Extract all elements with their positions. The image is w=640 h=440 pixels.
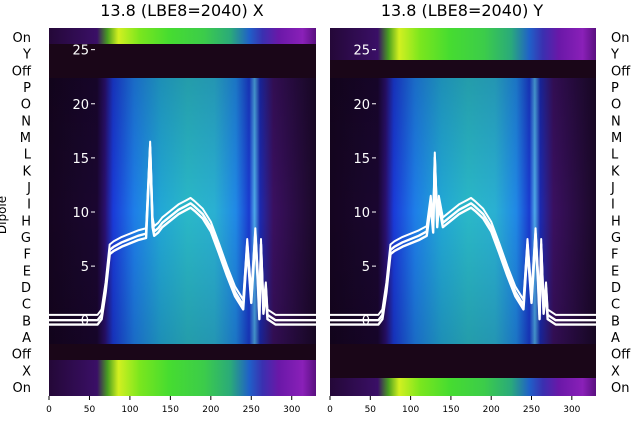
right-overlay-tick-label: 10 [353,206,370,221]
right-row-label: J [610,181,615,196]
right-row-label: M [611,131,622,146]
left-overlay-tick-label: 25 [72,44,89,59]
left-row-label: On [13,381,31,396]
right-x-tick-label: 50 [365,405,377,415]
left-heatmap-gap-top [49,44,316,78]
right-x-tick-label: 200 [483,405,500,415]
right-heatmap-band-bottom [330,378,596,396]
left-heatmap-gap-bottom [49,344,316,360]
right-row-label: F [611,248,618,263]
left-x-tick-label: 200 [202,405,219,415]
right-x-tick-label: 250 [523,405,540,415]
left-row-label: K [22,164,31,179]
right-row-label: On [611,381,629,396]
right-overlay-line-3 [330,151,596,316]
left-row-label: B [22,314,31,329]
left-overlay-tick-label: 20 [72,98,89,113]
left-row-label: J [26,181,31,196]
right-row-label: On [611,31,629,46]
left-row-label: M [20,131,31,146]
right-overlay-tick-label: 20 [353,98,370,113]
right-row-label: X [611,364,620,379]
left-panel-title: 13.8 (LBE8=2040) X [100,1,264,20]
left-row-label: X [22,364,31,379]
right-x-tick-label: 0 [327,405,333,415]
left-row-label: Off [12,348,32,363]
right-row-label: L [611,148,619,163]
right-row-label: E [611,264,619,279]
left-x-tick-label: 300 [283,405,300,415]
right-row-label: N [611,114,621,129]
right-overlay-tick-label: 5 [362,260,370,275]
left-row-label: H [21,214,31,229]
right-row-label: K [611,164,620,179]
right-row-label: D [611,281,621,296]
left-row-label: Off [12,64,32,79]
right-heatmap-gap-bottom [330,344,596,378]
left-row-label: Y [22,48,31,63]
right-row-label: I [611,198,615,213]
left-x-tick-label: 50 [84,405,96,415]
right-overlay-tick-label: 25 [353,44,370,59]
right-row-label: H [611,214,621,229]
left-x-tick-label: 150 [162,405,179,415]
left-x-tick-label: 250 [243,405,260,415]
left-row-label: O [21,98,31,113]
left-row-label: I [27,198,31,213]
right-row-label: B [611,314,620,329]
right-row-label: O [611,98,621,113]
right-panel-title: 13.8 (LBE8=2040) Y [381,1,544,20]
right-row-label: Off [611,64,631,79]
left-row-label: P [23,81,31,96]
left-overlay-tick-label: 0 [81,314,89,329]
right-row-label: G [611,231,621,246]
right-x-tick-label: 300 [563,405,580,415]
right-row-label: Off [611,348,631,363]
left-row-label: E [23,264,31,279]
left-row-label: C [22,298,31,313]
right-row-label: P [611,81,619,96]
left-x-tick-label: 0 [46,405,52,415]
left-overlay-tick-label: 15 [72,152,89,167]
right-heatmap-band-top [330,28,596,60]
right-x-tick-label: 100 [402,405,419,415]
right-overlay-tick-label: 15 [353,152,370,167]
right-row-label: A [611,331,620,346]
left-overlay-tick-label: 10 [72,206,89,221]
left-row-label: G [21,231,31,246]
right-row-label: Y [610,48,619,63]
left-row-label: On [13,31,31,46]
left-overlay-line-3 [49,140,316,316]
right-row-label: C [611,298,620,313]
y-axis-label: Dipole [0,196,9,234]
left-row-label: L [24,148,32,163]
left-x-tick-label: 100 [121,405,138,415]
right-x-tick-label: 150 [442,405,459,415]
left-row-label: A [22,331,31,346]
left-row-label: N [21,114,31,129]
right-heatmap-gap-top [330,60,596,78]
left-overlay-tick-label: 5 [81,260,89,275]
right-overlay-tick-label: 0 [362,314,370,329]
left-row-label: F [24,248,31,263]
left-row-label: D [21,281,31,296]
left-heatmap-band-bottom [49,360,316,396]
left-heatmap-band-top [49,28,316,44]
